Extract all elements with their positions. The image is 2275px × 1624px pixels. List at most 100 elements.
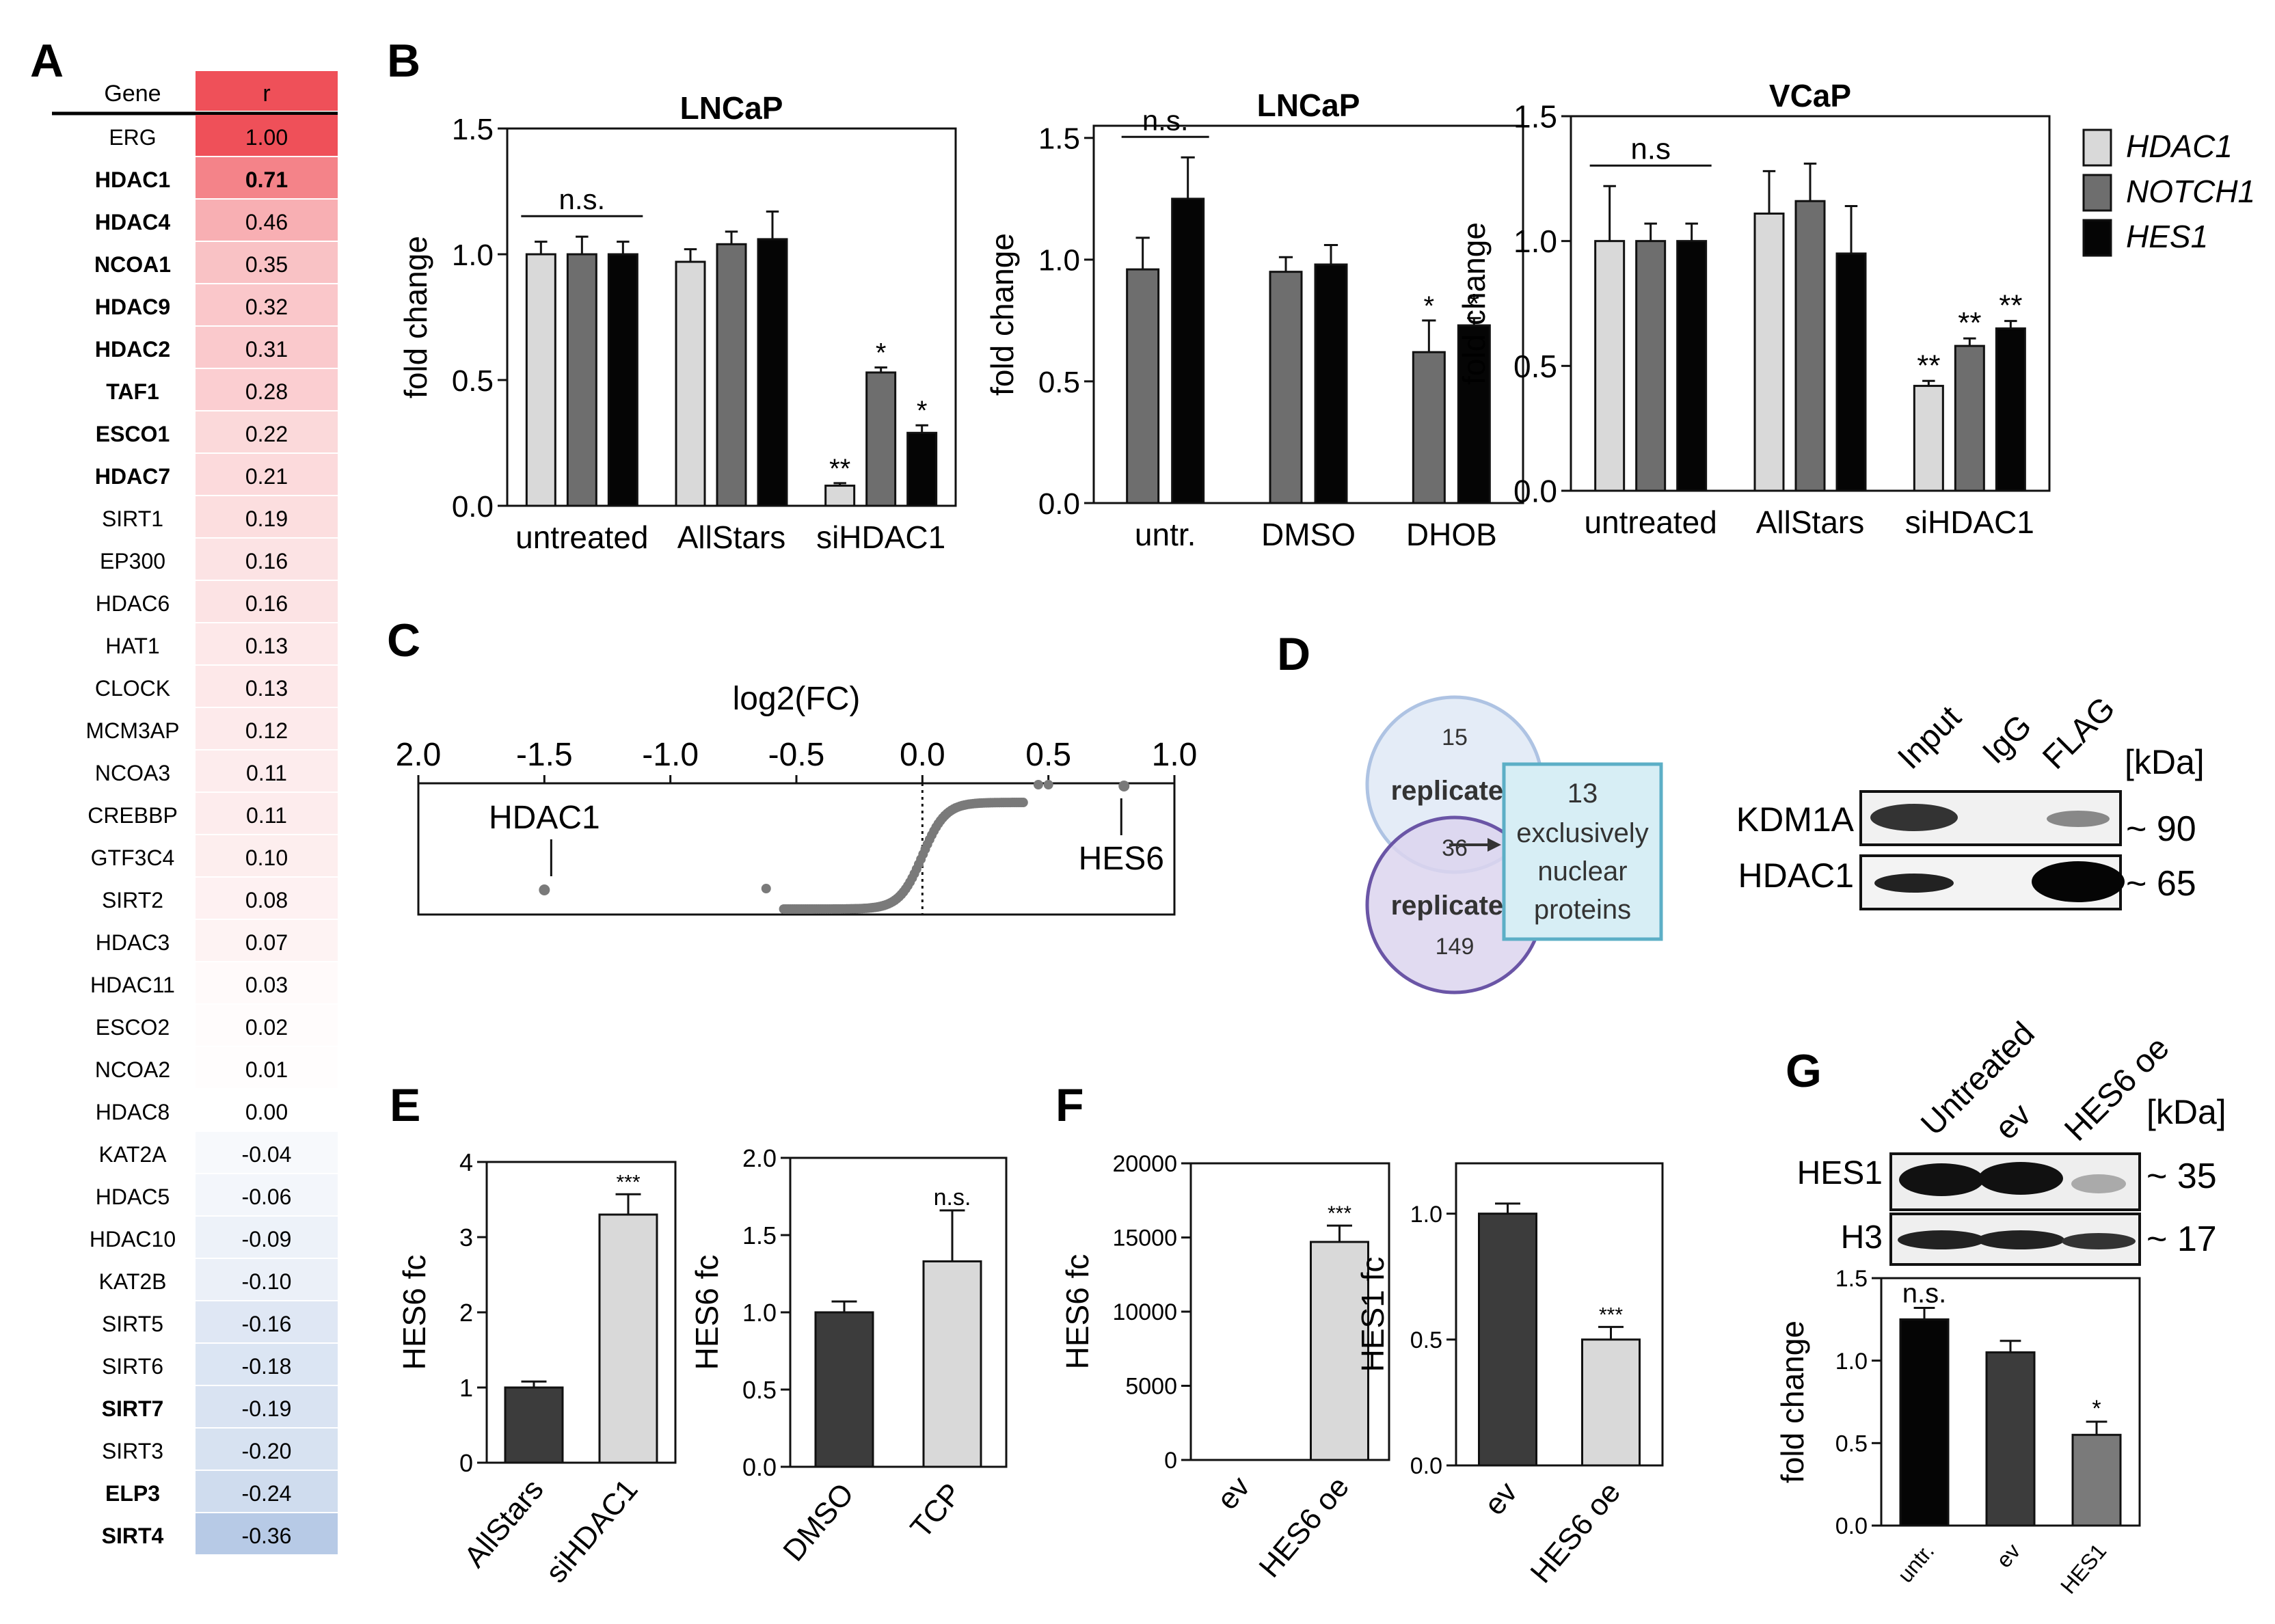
chart-f-hes1-oe: 0.0 0.5 1.0 HES1 fc ev HES6 oe ***	[1355, 1162, 1664, 1589]
x-category-label: untr.	[1893, 1539, 1939, 1587]
legend-label: NOTCH1	[2126, 174, 2255, 209]
bar	[607, 253, 638, 507]
table-cell-bg	[196, 920, 338, 961]
table-cell-bg	[196, 1471, 338, 1512]
venn-overlap-count: 36	[1442, 835, 1468, 861]
x-tick-label: -1.5	[516, 737, 573, 773]
y-tick-label: 0.0	[1513, 474, 1557, 509]
table-r-value: 0.00	[245, 1100, 288, 1124]
bar	[1478, 1213, 1537, 1467]
blot-d-band	[1874, 874, 1954, 893]
bar	[1676, 240, 1708, 492]
table-cell-bg	[196, 1344, 338, 1385]
table-r-value: 0.46	[245, 210, 288, 234]
bar	[1913, 385, 1944, 492]
table-r-value: 0.10	[245, 845, 288, 870]
table-r-value: 0.03	[245, 973, 288, 997]
table-cell-bg	[196, 581, 338, 622]
y-tick-label: 10000	[1112, 1299, 1177, 1325]
y-tick-label: 0.0	[452, 490, 494, 524]
x-category-label: untr.	[1135, 517, 1196, 552]
chart-b-vcap-sihdac1: 0.0 0.5 1.0 1.5 fold change VCaP untreated AllS…	[1456, 78, 2051, 540]
table-cell-bg	[196, 454, 338, 495]
table-r-value: 0.22	[245, 422, 288, 446]
table-gene-name: NCOA3	[95, 761, 170, 785]
y-tick-label: 0.0	[1038, 487, 1080, 521]
blot-g-size-35: ~ 35	[2146, 1156, 2217, 1196]
table-gene-name: HDAC2	[95, 337, 170, 362]
y-axis-label: fold change	[1775, 1321, 1810, 1483]
blot-d-lane-flag: FLAG	[2036, 690, 2122, 776]
table-gene-name: SIRT3	[102, 1439, 163, 1463]
bar	[1794, 200, 1826, 492]
correlation-table: Gene r ERG 1.00 HDAC1 0.71 HDAC4 0.46 NCOA1 0.35 H…	[52, 71, 338, 1554]
table-r-value: 1.00	[245, 125, 288, 150]
bar	[504, 1386, 564, 1464]
table-r-value: -0.20	[242, 1439, 292, 1463]
y-tick-label: 0	[459, 1449, 473, 1477]
significance-label: *	[1424, 291, 1435, 321]
data-point-hes6	[1118, 781, 1130, 791]
table-cell-bg	[196, 1132, 338, 1173]
table-gene-name: GTF3C4	[91, 845, 175, 870]
data-point	[1033, 780, 1043, 789]
y-axis-label: fold change	[398, 236, 433, 398]
table-gene-name: HDAC11	[90, 973, 175, 997]
bar	[716, 243, 747, 507]
y-tick-label: 0.5	[1835, 1431, 1868, 1457]
x-tick-label: -0.5	[768, 737, 825, 773]
significance-label: n.s.	[1902, 1278, 1946, 1308]
plot-frame	[1092, 124, 1524, 504]
table-gene-name: HDAC10	[90, 1227, 176, 1251]
bar	[525, 253, 556, 507]
table-gene-name: SIRT5	[102, 1312, 163, 1336]
blot-d-lane-igg: IgG	[1976, 708, 2038, 771]
table-gene-name: SIRT7	[102, 1396, 164, 1421]
blot-g-row-hes1: HES1	[1797, 1155, 1883, 1191]
significance-label: ***	[1328, 1202, 1351, 1225]
y-tick-label: 1.0	[1835, 1349, 1868, 1375]
venn-diagram: 15 replicate1 36 replicate2 149 13 exclu…	[1365, 695, 1663, 994]
box-line-1: 13	[1567, 779, 1598, 809]
blot-d-unit: [kDa]	[2125, 743, 2205, 781]
panel-label-c: C	[387, 614, 420, 666]
bar	[1412, 351, 1446, 504]
bar	[598, 1213, 658, 1464]
table-header-gene: Gene	[104, 81, 161, 107]
table-cell-bg	[196, 200, 338, 241]
blot-d-size-90: ~ 90	[2126, 809, 2196, 849]
y-tick-label: 2.0	[742, 1144, 777, 1172]
y-tick-label: 3	[459, 1223, 473, 1251]
table-r-value: -0.04	[242, 1142, 292, 1167]
x-category-label: HES6 oe	[1524, 1476, 1627, 1589]
venn-arrow-head	[1488, 838, 1501, 852]
x-category-label: AllStars	[458, 1473, 550, 1574]
table-gene-name: HDAC8	[96, 1100, 170, 1124]
x-category-label: siHDAC1	[539, 1473, 645, 1589]
y-tick-label: 1.5	[1038, 122, 1080, 156]
table-r-value: -0.10	[242, 1269, 292, 1294]
table-cell-bg	[196, 539, 338, 580]
y-tick-label: 1.5	[1513, 99, 1557, 135]
table-gene-name: ELP3	[105, 1481, 160, 1506]
y-tick-label: 0.5	[1038, 366, 1080, 399]
x-category-label: untreated	[515, 519, 648, 555]
x-category-label: siHDAC1	[1905, 504, 2034, 540]
table-cell-bg	[196, 242, 338, 283]
panel-label-a: A	[30, 35, 64, 87]
legend: HDAC1 NOTCH1 HES1	[2082, 128, 2255, 257]
panel-label-e: E	[390, 1079, 420, 1131]
point-label: HDAC1	[489, 800, 600, 836]
table-r-value: 0.35	[245, 252, 288, 277]
table-gene-name: ESCO2	[96, 1015, 170, 1040]
blot-d-lane-input: Input	[1891, 699, 1968, 776]
x-tick-label: 1.0	[1152, 737, 1198, 773]
significance-label: *	[2092, 1396, 2101, 1422]
blot-d-row-hdac1: HDAC1	[1738, 856, 1854, 895]
table-r-value: 0.13	[245, 676, 288, 701]
table-gene-name: SIRT6	[102, 1354, 163, 1379]
table-r-value: 0.07	[245, 930, 288, 955]
table-r-value: 0.02	[245, 1015, 288, 1040]
